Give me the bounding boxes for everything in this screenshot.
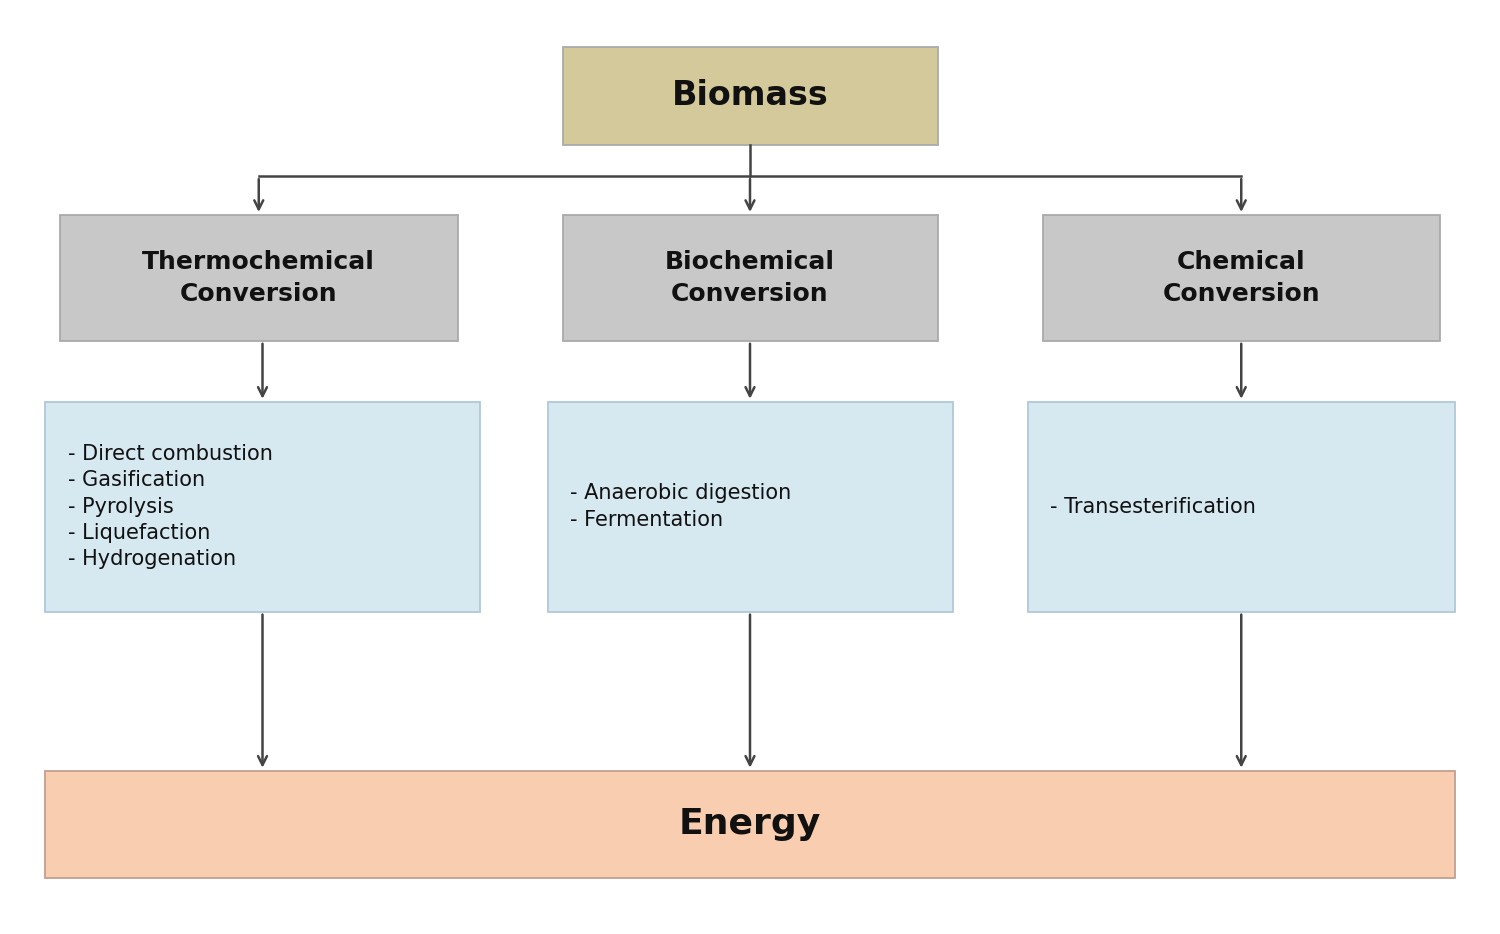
FancyBboxPatch shape — [45, 402, 480, 612]
Text: - Anaerobic digestion
- Fermentation: - Anaerobic digestion - Fermentation — [570, 484, 792, 530]
FancyBboxPatch shape — [1042, 215, 1440, 341]
FancyBboxPatch shape — [60, 215, 458, 341]
Text: Biomass: Biomass — [672, 79, 828, 112]
FancyBboxPatch shape — [1028, 402, 1455, 612]
Text: - Transesterification: - Transesterification — [1050, 497, 1256, 517]
Text: Thermochemical
Conversion: Thermochemical Conversion — [142, 250, 375, 305]
FancyBboxPatch shape — [45, 771, 1455, 878]
Text: Energy: Energy — [680, 807, 820, 842]
Text: - Direct combustion
- Gasification
- Pyrolysis
- Liquefaction
- Hydrogenation: - Direct combustion - Gasification - Pyr… — [68, 444, 273, 570]
FancyBboxPatch shape — [562, 47, 938, 145]
FancyBboxPatch shape — [562, 215, 938, 341]
FancyBboxPatch shape — [548, 402, 952, 612]
Text: Chemical
Conversion: Chemical Conversion — [1162, 250, 1320, 305]
Text: Biochemical
Conversion: Biochemical Conversion — [664, 250, 836, 305]
